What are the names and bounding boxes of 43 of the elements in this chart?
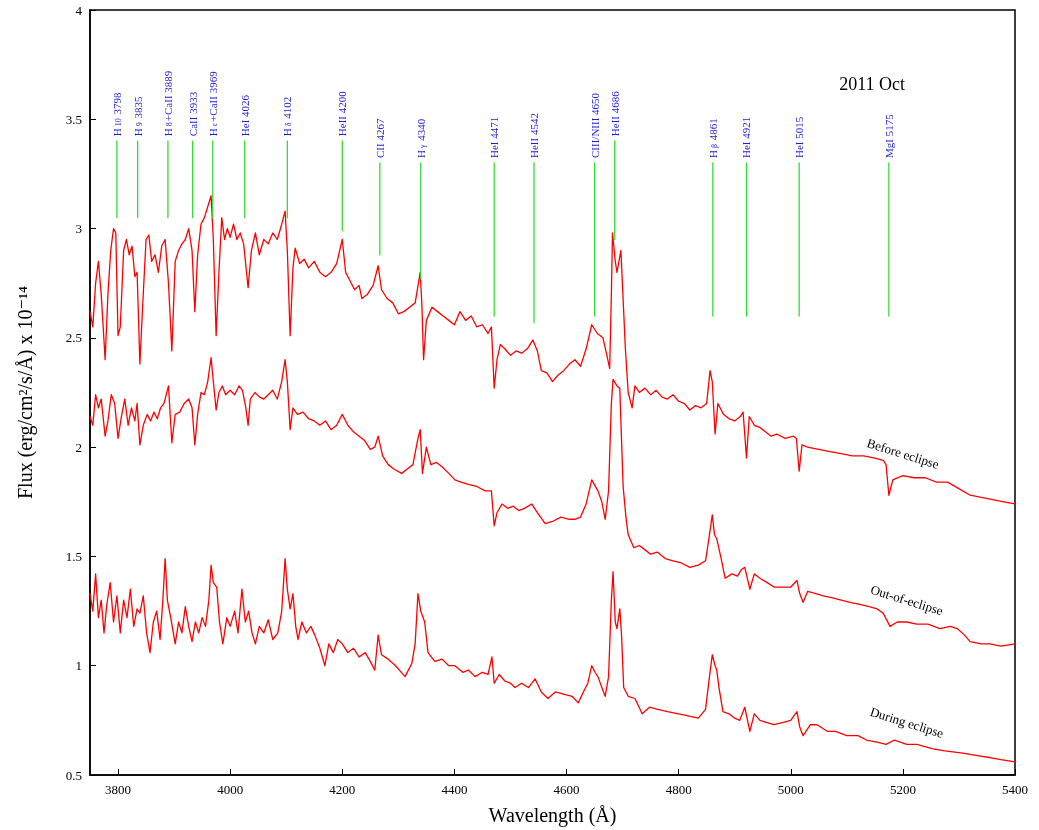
line-series bbox=[89, 356, 1016, 647]
line-series bbox=[89, 195, 1016, 505]
y-tick-label: 4 bbox=[75, 2, 83, 18]
x-tick-label: 5400 bbox=[1002, 782, 1028, 797]
line-series bbox=[89, 557, 1016, 763]
x-tick-label: 4600 bbox=[553, 782, 580, 797]
annotation: CIII/NIII 4650 bbox=[588, 92, 601, 158]
y-tick-label: 0.5 bbox=[65, 767, 82, 783]
y-axis-title: Flux (erg/cm²/s/Å) x 10⁻¹⁴ bbox=[14, 285, 37, 500]
annotation: HeI 4026 bbox=[238, 94, 251, 137]
x-tick-label: 3800 bbox=[105, 782, 132, 797]
annotation: CII 4267 bbox=[373, 118, 386, 158]
x-tick-label: 5000 bbox=[777, 782, 804, 797]
annotation: HeI 5015 bbox=[793, 116, 806, 158]
y-tick-label: 1 bbox=[75, 658, 82, 674]
annotation: Hγ 4340 bbox=[414, 118, 427, 158]
y-tick-label: 2.5 bbox=[65, 330, 82, 346]
annotation: HeII 4686 bbox=[608, 90, 621, 137]
annotation: MgI 5175 bbox=[882, 113, 895, 158]
y-tick-label: 3.5 bbox=[65, 111, 82, 127]
x-axis-title: Wavelength (Å) bbox=[488, 804, 617, 827]
annotation: HeI 4921 bbox=[740, 116, 753, 158]
x-tick-label: 5200 bbox=[889, 782, 916, 797]
annotation: HeII 4542 bbox=[528, 113, 540, 158]
annotation: Hβ 4861 bbox=[706, 118, 719, 158]
annotation: CaII 3933 bbox=[186, 91, 199, 137]
x-tick-label: 4800 bbox=[665, 782, 692, 797]
annotation: H8+CaII 3889 bbox=[161, 70, 174, 137]
text: During eclipse bbox=[868, 703, 946, 741]
annotation: H9 3835 bbox=[131, 95, 144, 137]
y-tick-label: 3 bbox=[75, 221, 82, 237]
y-tick-label: 2 bbox=[75, 439, 82, 455]
x-tick-label: 4200 bbox=[329, 782, 356, 797]
annotation: HeII 4200 bbox=[336, 90, 349, 137]
annotation: H10 3798 bbox=[110, 91, 123, 137]
annotation: 2011 Oct bbox=[839, 74, 906, 94]
y-tick-label: 1.5 bbox=[65, 548, 82, 564]
text: Before eclipse bbox=[865, 435, 941, 472]
annotation: Hδ 4102 bbox=[281, 96, 294, 137]
annotation: Hε+CaII 3969 bbox=[206, 70, 219, 137]
x-tick-label: 4000 bbox=[217, 782, 244, 797]
annotation: HeI 4471 bbox=[488, 116, 501, 158]
x-tick-label: 4400 bbox=[441, 782, 468, 797]
